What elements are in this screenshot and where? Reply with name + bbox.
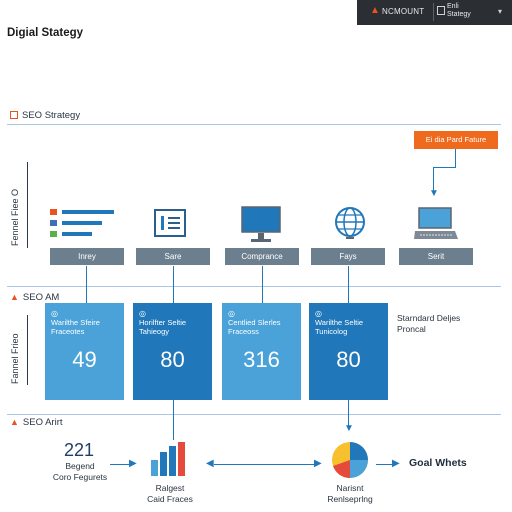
metric-card[interactable]: ◎ Centlied Slerles Fraceoss 316 <box>222 303 301 400</box>
arrow-right-icon: ▶ <box>129 458 137 469</box>
section-divider <box>7 286 501 287</box>
bar-chart-label-line-2: Caid Fraces <box>147 494 193 504</box>
metric-card[interactable]: ◎ Horilfter Seltie Tahieogy 80 <box>133 303 212 400</box>
topbar-divider <box>433 3 434 21</box>
step-pill-sare[interactable]: Sare <box>136 248 210 265</box>
connector <box>214 464 316 465</box>
bar-chart-label: Ralgest Caid Fraces <box>130 483 210 505</box>
warning-icon[interactable]: ▲ <box>370 5 380 16</box>
card-title: Centlied Slerles Fraceoss <box>228 318 281 336</box>
account-bar <box>357 0 512 25</box>
document-icon <box>154 209 186 237</box>
metric-card[interactable]: ◎ Warilthe Sfeire Fraceotes 49 <box>45 303 124 400</box>
connector <box>348 266 349 303</box>
feature-button[interactable]: Ei dia Pard Fature <box>414 131 498 149</box>
section-strategy-header: SEO Strategy <box>10 110 80 121</box>
account-menu[interactable]: NCMOUNT <box>382 7 425 16</box>
bar-chart-label-line-1: Ralgest <box>155 483 185 493</box>
pie-chart-label: Narisnt Renlseprlng <box>310 483 390 505</box>
laptop-icon <box>414 207 458 239</box>
side-label-lower: Fannel Frieo <box>10 333 20 384</box>
section-am-label: SEO AM <box>22 292 60 303</box>
bottom-left-value: 221 <box>63 440 95 460</box>
section-am-header: ▲ SEO AM <box>10 292 59 303</box>
goal-label: Goal Whets <box>409 457 467 469</box>
pie-chart-icon <box>332 442 368 479</box>
pie-chart-label-line-1: Narisnt <box>336 483 364 493</box>
warning-icon: ▲ <box>10 292 19 302</box>
card-value: 316 <box>243 347 280 372</box>
square-icon <box>10 111 18 120</box>
arrow-left-icon: ◀ <box>206 458 214 469</box>
side-note-line-1: Starndard Deljes <box>397 313 461 323</box>
monitor-icon <box>241 206 281 242</box>
target-icon: ◎ <box>51 309 58 318</box>
connector <box>110 464 132 465</box>
bottom-left-line-2: Coro Fegurets <box>52 472 108 482</box>
side-note-line-2: Proncal <box>397 324 426 334</box>
section-art-label: SEO Arirt <box>22 417 63 428</box>
connector <box>348 400 349 426</box>
globe-icon <box>335 207 365 239</box>
arrow-down-icon: ▼ <box>429 188 439 199</box>
target-icon: ◎ <box>228 309 235 318</box>
list-icon <box>50 209 114 237</box>
card-title: Warilthe Sfeire Fraceotes <box>51 318 100 336</box>
side-rule-upper <box>27 162 28 248</box>
card-title: Horilfter Seltie Tahieogy <box>139 318 187 336</box>
user-icon[interactable] <box>437 6 445 15</box>
pie-chart-label-line-2: Renlseprlng <box>327 494 373 504</box>
step-pill-serit[interactable]: Serit <box>399 248 473 265</box>
connector <box>86 266 87 303</box>
arrow-right-icon: ▶ <box>314 458 322 469</box>
step-pill-fays[interactable]: Fays <box>311 248 385 265</box>
card-value: 49 <box>72 347 97 372</box>
connector <box>173 266 174 303</box>
page-title: Digial Stategy <box>7 27 84 39</box>
side-label-upper: Fennel Fiee O <box>10 188 20 246</box>
section-divider <box>7 124 501 125</box>
bottom-left-line-1: Begend <box>65 461 95 471</box>
side-note: Starndard Deljes Proncal <box>397 313 460 335</box>
warning-icon: ▲ <box>10 417 19 427</box>
arrow-down-icon: ▼ <box>344 423 354 434</box>
metric-card[interactable]: ◎ Warilthe Seltie Tunicolog 80 <box>309 303 388 400</box>
connector <box>376 464 394 465</box>
connector <box>262 266 263 303</box>
card-title: Warilthe Seltie Tunicolog <box>315 318 364 336</box>
target-icon: ◎ <box>139 309 146 318</box>
bar-chart-icon <box>151 442 185 476</box>
connector <box>455 149 456 167</box>
user-line-1: Enli <box>447 3 459 10</box>
connector <box>433 167 434 191</box>
chevron-down-icon[interactable]: ▾ <box>498 7 503 16</box>
step-pill-inrey[interactable]: Inrey <box>50 248 124 265</box>
section-divider <box>7 414 501 415</box>
bottom-left-label: Begend Coro Fegurets <box>48 461 112 483</box>
user-menu[interactable]: Enli Stategy <box>447 3 485 19</box>
card-value: 80 <box>336 347 361 372</box>
arrow-right-icon: ▶ <box>392 458 400 469</box>
connector <box>173 400 174 440</box>
target-icon: ◎ <box>315 309 322 318</box>
connector <box>433 167 456 168</box>
user-line-2: Stategy <box>447 11 471 18</box>
step-pill-comprance[interactable]: Comprance <box>225 248 299 265</box>
card-value: 80 <box>160 347 185 372</box>
side-rule-lower <box>27 315 28 385</box>
section-strategy-label: SEO Strategy <box>22 110 81 121</box>
section-art-header: ▲ SEO Arirt <box>10 417 63 428</box>
